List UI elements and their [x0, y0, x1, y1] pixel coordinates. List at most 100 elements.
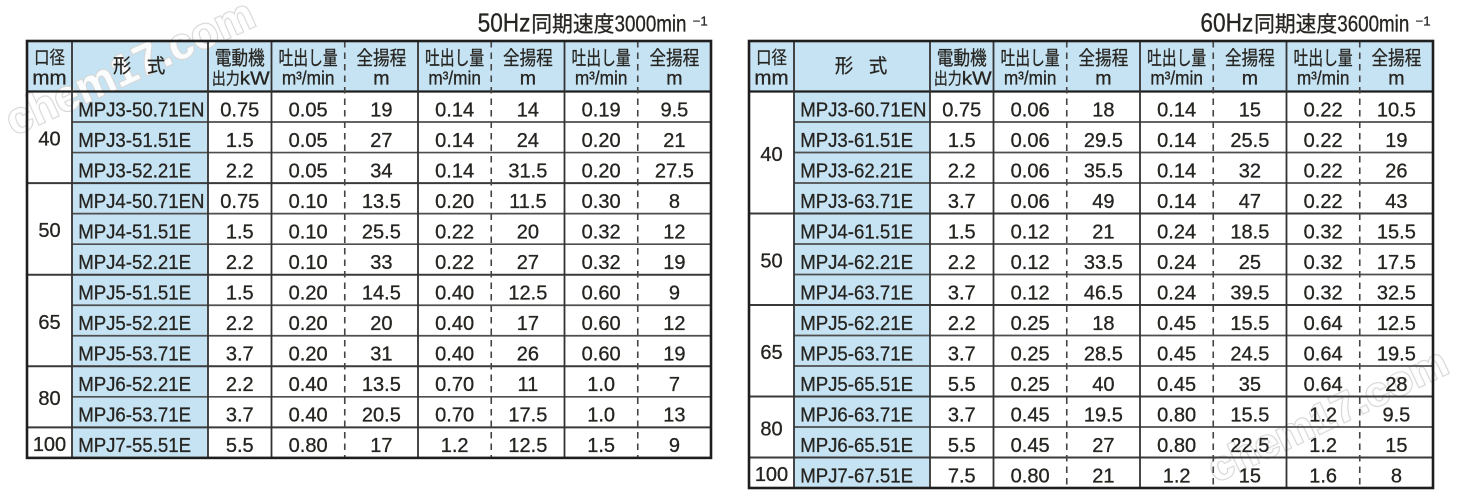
svg-text:m³/min: m³/min	[1004, 68, 1057, 89]
svg-text:3.7: 3.7	[948, 191, 976, 213]
svg-text:9.5: 9.5	[1382, 404, 1410, 426]
svg-text:MPJ5-52.21E: MPJ5-52.21E	[78, 313, 191, 335]
svg-text:47: 47	[1239, 191, 1261, 213]
svg-text:25.5: 25.5	[1230, 130, 1269, 152]
svg-text:MPJ5-63.71E: MPJ5-63.71E	[800, 343, 913, 365]
svg-text:3.7: 3.7	[226, 405, 254, 427]
svg-text:29.5: 29.5	[1084, 130, 1123, 152]
svg-text:14.5: 14.5	[362, 282, 401, 304]
svg-text:0.22: 0.22	[1304, 130, 1343, 152]
svg-text:1.6: 1.6	[1309, 465, 1337, 487]
svg-text:0.22: 0.22	[1304, 160, 1343, 182]
svg-text:1.0: 1.0	[587, 405, 615, 427]
svg-text:0.05: 0.05	[289, 99, 328, 121]
svg-text:0.32: 0.32	[1304, 252, 1343, 274]
svg-text:0.12: 0.12	[1011, 252, 1050, 274]
svg-text:15: 15	[1239, 99, 1261, 121]
svg-text:24: 24	[517, 130, 539, 152]
svg-text:0.20: 0.20	[289, 313, 328, 335]
svg-text:0.40: 0.40	[435, 313, 474, 335]
svg-text:20.5: 20.5	[362, 405, 401, 427]
svg-text:MPJ6-52.21E: MPJ6-52.21E	[78, 374, 191, 396]
svg-text:80: 80	[38, 388, 60, 410]
svg-text:0.10: 0.10	[289, 221, 328, 243]
svg-text:0.14: 0.14	[435, 130, 474, 152]
svg-text:26: 26	[1385, 160, 1407, 182]
svg-text:15.5: 15.5	[1230, 313, 1269, 335]
svg-text:46.5: 46.5	[1084, 282, 1123, 304]
svg-text:12.5: 12.5	[1377, 313, 1416, 335]
svg-text:0.10: 0.10	[289, 191, 328, 213]
svg-text:35: 35	[1239, 374, 1261, 396]
svg-text:MPJ3-62.21E: MPJ3-62.21E	[800, 160, 913, 182]
svg-text:0.14: 0.14	[435, 99, 474, 121]
svg-text:19: 19	[663, 344, 685, 366]
svg-text:1.5: 1.5	[587, 435, 615, 457]
svg-text:40: 40	[1092, 374, 1114, 396]
svg-text:m: m	[1095, 67, 1111, 89]
svg-text:2.2: 2.2	[948, 313, 976, 335]
svg-text:0.64: 0.64	[1304, 343, 1343, 365]
svg-text:27.5: 27.5	[655, 160, 694, 182]
svg-text:17: 17	[517, 313, 539, 335]
svg-text:MPJ4-51.51E: MPJ4-51.51E	[78, 221, 191, 243]
svg-text:m: m	[520, 67, 536, 89]
svg-text:0.45: 0.45	[1157, 343, 1196, 365]
svg-text:MPJ5-65.51E: MPJ5-65.51E	[800, 374, 913, 396]
svg-text:0.64: 0.64	[1304, 313, 1343, 335]
svg-text:0.80: 0.80	[1011, 465, 1050, 487]
svg-text:0.45: 0.45	[1011, 404, 1050, 426]
svg-text:11.5: 11.5	[509, 191, 546, 213]
svg-text:13.5: 13.5	[362, 191, 401, 213]
svg-text:65: 65	[38, 312, 60, 334]
svg-text:MPJ5-51.51E: MPJ5-51.51E	[78, 282, 191, 304]
svg-text:0.32: 0.32	[582, 252, 621, 274]
svg-text:3000min: 3000min	[615, 11, 687, 37]
svg-text:21: 21	[663, 130, 685, 152]
svg-text:1.5: 1.5	[948, 130, 976, 152]
svg-text:0.06: 0.06	[1011, 99, 1050, 121]
svg-text:m: m	[1242, 67, 1258, 89]
svg-text:50: 50	[760, 251, 782, 273]
svg-text:32.5: 32.5	[1377, 282, 1416, 304]
svg-text:19: 19	[1385, 130, 1407, 152]
svg-text:12: 12	[663, 313, 685, 335]
svg-text:0.25: 0.25	[1011, 313, 1050, 335]
svg-text:MPJ3-50.71EN: MPJ3-50.71EN	[78, 99, 204, 121]
svg-text:80: 80	[760, 418, 782, 440]
svg-text:5.5: 5.5	[948, 435, 976, 457]
svg-text:13.5: 13.5	[362, 374, 401, 396]
svg-text:5.5: 5.5	[226, 435, 254, 457]
svg-text:MPJ4-61.51E: MPJ4-61.51E	[800, 221, 913, 243]
svg-text:3.7: 3.7	[948, 404, 976, 426]
svg-text:0.14: 0.14	[1157, 130, 1196, 152]
svg-text:15.5: 15.5	[1230, 404, 1269, 426]
svg-text:0.40: 0.40	[289, 374, 328, 396]
svg-text:1.5: 1.5	[226, 282, 254, 304]
svg-text:25: 25	[1239, 252, 1261, 274]
svg-text:1.0: 1.0	[587, 374, 615, 396]
svg-text:0.80: 0.80	[289, 435, 328, 457]
svg-text:0.06: 0.06	[1011, 191, 1050, 213]
svg-text:18: 18	[1092, 313, 1114, 335]
svg-text:1.5: 1.5	[226, 221, 254, 243]
svg-text:mm: mm	[32, 66, 66, 89]
svg-text:100: 100	[33, 434, 66, 456]
svg-text:8: 8	[1391, 465, 1402, 487]
svg-text:MPJ4-52.21E: MPJ4-52.21E	[78, 252, 191, 274]
svg-text:mm: mm	[754, 66, 788, 89]
svg-text:20: 20	[370, 313, 392, 335]
svg-text:9: 9	[669, 435, 680, 457]
svg-text:0.24: 0.24	[1157, 282, 1196, 304]
svg-text:m³/min: m³/min	[1297, 68, 1350, 89]
svg-text:60Hz: 60Hz	[1200, 8, 1253, 38]
svg-text:0.12: 0.12	[1011, 282, 1050, 304]
svg-text:5.5: 5.5	[948, 374, 976, 396]
svg-text:43: 43	[1385, 191, 1407, 213]
svg-text:2.2: 2.2	[948, 252, 976, 274]
svg-text:m³/min: m³/min	[575, 68, 628, 89]
svg-text:8: 8	[669, 191, 680, 213]
svg-text:14: 14	[517, 99, 539, 121]
svg-text:28: 28	[1385, 374, 1407, 396]
svg-text:28.5: 28.5	[1084, 343, 1123, 365]
